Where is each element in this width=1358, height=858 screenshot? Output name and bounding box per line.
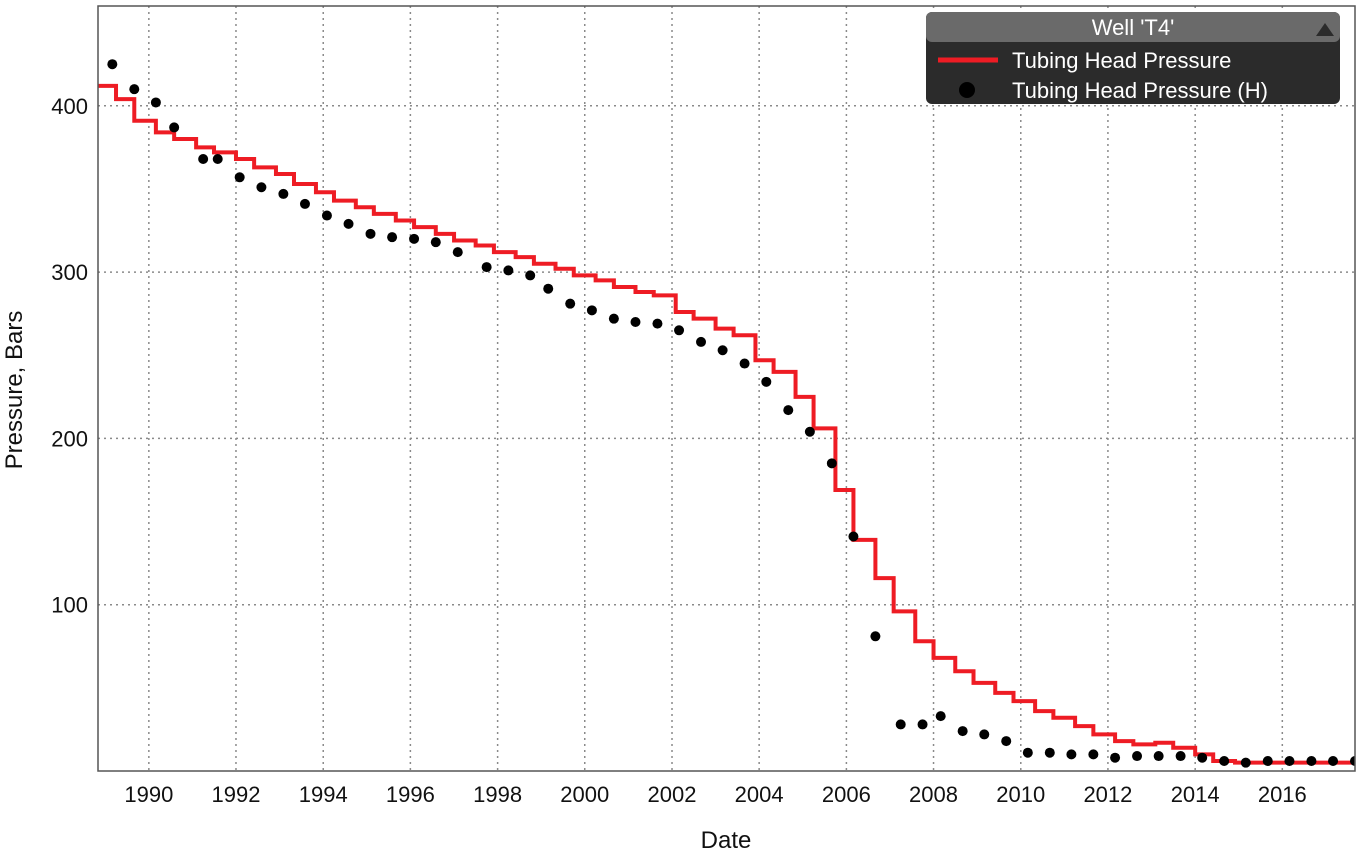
history-data-point: [278, 188, 289, 199]
history-data-point: [1153, 751, 1164, 762]
history-data-point: [565, 298, 576, 309]
history-data-point: [1132, 751, 1143, 762]
history-data-point: [409, 233, 420, 244]
x-tick-label: 1990: [124, 782, 173, 807]
history-data-point: [674, 325, 685, 336]
history-data-point: [212, 154, 223, 164]
history-data-point: [343, 218, 354, 229]
legend-swatch-dot: [959, 82, 975, 98]
x-tick-label: 1998: [473, 782, 522, 807]
legend-label-line: Tubing Head Pressure: [1012, 48, 1231, 73]
history-data-point: [1088, 749, 1099, 760]
plot-series: [98, 59, 1355, 768]
history-data-point: [430, 237, 441, 248]
plot-area-frame: [97, 5, 1356, 772]
history-data-point: [198, 154, 209, 164]
triangle-up-icon[interactable]: [1316, 23, 1334, 36]
y-tick-labels: 100 200 300 400: [51, 94, 88, 618]
history-data-point: [1001, 736, 1012, 747]
history-data-point: [1284, 756, 1295, 767]
history-data-point: [1022, 747, 1033, 758]
legend[interactable]: Well 'T4' Tubing Head Pressure Tubing He…: [926, 12, 1340, 104]
x-tick-label: 1996: [386, 782, 435, 807]
history-data-point: [696, 336, 707, 347]
history-data-point: [783, 405, 794, 416]
x-tick-label: 2000: [560, 782, 609, 807]
history-data-point: [608, 313, 619, 324]
history-data-point: [935, 711, 946, 722]
x-tick-labels: 1990 1992 1994 1996 1998 2000 2002 2004 2006 2008…: [124, 782, 1306, 807]
y-axis-title: Pressure, Bars: [1, 311, 28, 470]
history-data-point: [804, 426, 815, 437]
history-data-point: [1066, 749, 1077, 760]
history-data-point: [630, 316, 641, 327]
series-layer: [98, 59, 1355, 768]
history-data-point: [543, 283, 554, 294]
x-tick-label: 1994: [299, 782, 348, 807]
history-data-point: [652, 318, 663, 329]
history-data-point: [761, 376, 772, 387]
history-data-point: [826, 458, 837, 469]
history-data-point: [299, 198, 310, 209]
history-data-point: [503, 265, 514, 276]
legend-header[interactable]: [926, 12, 1340, 42]
history-data-point: [234, 172, 245, 183]
history-data-point: [848, 531, 859, 542]
history-data-point: [525, 270, 536, 281]
history-data-point: [1262, 756, 1273, 767]
y-tick-label: 100: [51, 593, 88, 618]
grid: [98, 6, 1355, 771]
history-data-point: [1240, 757, 1251, 768]
legend-title: Well 'T4': [1092, 15, 1175, 40]
history-data-point: [917, 719, 928, 730]
history-data-point: [870, 631, 881, 642]
x-tick-label: 2016: [1258, 782, 1307, 807]
history-data-point: [895, 719, 906, 730]
y-tick-label: 200: [51, 426, 88, 451]
history-data-point: [1197, 752, 1208, 763]
x-tick-label: 2008: [909, 782, 958, 807]
history-data-point: [717, 345, 728, 356]
history-data-point: [979, 729, 990, 740]
x-tick-label: 2004: [735, 782, 784, 807]
history-data-point: [1328, 756, 1339, 767]
y-tick-label: 400: [51, 94, 88, 119]
history-data-point: [1175, 751, 1186, 762]
x-tick-label: 1992: [212, 782, 261, 807]
history-data-point: [957, 726, 968, 737]
history-data-point: [1306, 756, 1317, 767]
x-tick-label: 2002: [648, 782, 697, 807]
x-tick-label: 2014: [1171, 782, 1220, 807]
history-data-point: [1044, 747, 1055, 758]
history-data-point: [169, 122, 180, 133]
legend-label-dots: Tubing Head Pressure (H): [1012, 78, 1268, 103]
history-data-point: [481, 262, 492, 273]
x-tick-label: 2010: [996, 782, 1045, 807]
history-data-point: [1350, 756, 1355, 767]
history-data-point: [256, 182, 267, 193]
history-data-point: [586, 305, 597, 316]
history-data-point: [321, 210, 332, 221]
y-tick-label: 300: [51, 260, 88, 285]
history-data-point: [150, 97, 161, 108]
history-data-point: [129, 84, 140, 95]
history-data-point: [1219, 756, 1230, 767]
history-data-point: [1110, 752, 1121, 763]
x-axis-title: Date: [701, 827, 752, 853]
history-data-point: [365, 228, 376, 239]
x-tick-label: 2006: [822, 782, 871, 807]
history-data-point: [387, 232, 398, 243]
history-data-point: [739, 358, 750, 369]
x-tick-label: 2012: [1083, 782, 1132, 807]
tubing-head-pressure-line: [98, 83, 1355, 765]
history-data-point: [452, 247, 463, 258]
history-data-point: [107, 59, 118, 70]
